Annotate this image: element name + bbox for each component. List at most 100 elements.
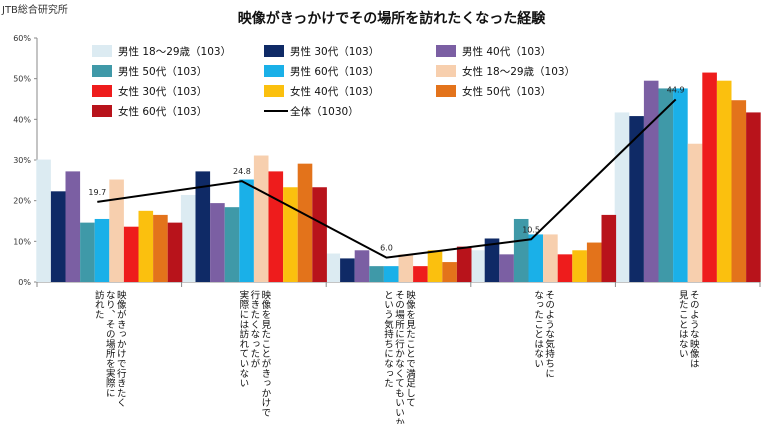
- bar: [413, 266, 428, 282]
- bar: [312, 187, 327, 282]
- legend-swatch: [436, 45, 456, 57]
- category-label: 映像がきっかけで行きたく: [115, 289, 127, 407]
- bar: [268, 171, 284, 282]
- category-label: 映像を見たことがきっかけで: [259, 289, 271, 417]
- legend-swatch: [92, 85, 112, 97]
- bar: [224, 207, 240, 282]
- y-tick-label: 10%: [13, 237, 31, 246]
- y-tick-label: 40%: [13, 115, 31, 124]
- bar: [94, 218, 110, 282]
- legend-label: 男性 60代（103）: [290, 65, 379, 78]
- overall-data-label: 19.7: [88, 188, 106, 197]
- legend-label: 男性 30代（103）: [290, 45, 379, 58]
- bar: [673, 88, 688, 282]
- bar: [340, 258, 355, 282]
- legend-label: 男性 18～29歳（103）: [118, 45, 231, 58]
- source-label: JTB総合研究所: [2, 5, 68, 16]
- bar: [499, 254, 514, 282]
- bar: [513, 218, 529, 282]
- y-tick-label: 60%: [13, 34, 31, 43]
- bar: [456, 246, 472, 282]
- legend-swatch: [264, 45, 284, 57]
- category-label: なり、その場所を実際に: [104, 290, 116, 398]
- y-tick-label: 30%: [13, 156, 31, 165]
- legend-label: 女性 50代（103）: [462, 85, 551, 98]
- legend-swatch: [92, 45, 112, 57]
- chart-title: 映像がきっかけでその場所を訪れたくなった経験: [237, 11, 546, 27]
- bar: [557, 254, 573, 282]
- bar: [153, 214, 168, 282]
- bar: [528, 234, 544, 282]
- bar: [109, 179, 124, 282]
- category-label: 実際には訪れていない: [237, 289, 249, 388]
- bar: [325, 253, 341, 282]
- bar: [702, 72, 717, 282]
- bar: [746, 112, 761, 282]
- bar: [629, 116, 644, 282]
- legend-label: 男性 50代（103）: [118, 65, 207, 78]
- bar: [253, 155, 269, 282]
- bar: [123, 226, 139, 282]
- overall-data-label: 44.9: [667, 85, 685, 94]
- bar: [180, 194, 196, 282]
- bar: [601, 214, 617, 282]
- bar: [65, 171, 81, 282]
- bar: [470, 250, 485, 282]
- bar: [716, 80, 732, 282]
- overall-data-label: 10.5: [522, 225, 540, 234]
- bar: [80, 222, 95, 282]
- bar: [442, 262, 457, 282]
- category-label: そのような気持ちに: [543, 290, 555, 378]
- category-label: 映像を見たことで満足して: [404, 289, 416, 407]
- bar: [167, 222, 183, 282]
- legend-label: 女性 60代（103）: [118, 105, 207, 118]
- legend-swatch: [92, 105, 112, 117]
- category-label: という気持ちになった: [382, 290, 394, 388]
- category-label: 行きたくなったが: [248, 289, 260, 368]
- category-label: 訪れた: [93, 289, 105, 319]
- overall-line: [97, 98, 677, 259]
- bar: [50, 191, 66, 282]
- y-tick-label: 20%: [13, 197, 31, 206]
- bar: [543, 234, 558, 282]
- category-label: なったことはない: [532, 290, 544, 368]
- overall-data-label: 24.8: [233, 167, 251, 176]
- bar: [138, 210, 154, 282]
- legend-swatch: [436, 85, 456, 97]
- legend-swatch: [92, 65, 112, 77]
- legend-swatch: [264, 65, 284, 77]
- legend-label: 女性 30代（103）: [118, 85, 207, 98]
- legend-label: 男性 40代（103）: [462, 45, 551, 58]
- legend-swatch: [264, 85, 284, 97]
- bar: [354, 250, 370, 282]
- y-tick-label: 50%: [13, 75, 31, 84]
- bar: [383, 266, 399, 282]
- bar: [484, 238, 500, 282]
- bar: [239, 179, 254, 282]
- bar: [687, 143, 703, 282]
- bar: [195, 171, 211, 282]
- bar: [643, 80, 659, 282]
- category-label: そのような映像は: [688, 290, 700, 368]
- bar: [36, 159, 51, 282]
- bar: [731, 100, 747, 282]
- legend-label: 女性 18～29歳（103）: [462, 65, 575, 78]
- bar: [658, 88, 674, 282]
- bar: [297, 163, 313, 282]
- y-tick-label: 0%: [18, 278, 31, 287]
- bar: [586, 242, 602, 282]
- legend-label: 全体（1030）: [290, 105, 359, 118]
- bar: [427, 250, 443, 282]
- bar: [614, 112, 630, 282]
- bar: [369, 266, 384, 282]
- bar: [572, 250, 587, 282]
- bar: [210, 203, 225, 282]
- category-label: 見たことはない: [677, 290, 689, 359]
- category-label: その場所に行かなくてもいいか: [393, 290, 405, 424]
- bar: [283, 187, 298, 282]
- legend-swatch: [436, 65, 456, 77]
- bar: [398, 254, 414, 282]
- overall-data-label: 6.0: [380, 244, 393, 253]
- legend-label: 女性 40代（103）: [290, 85, 379, 98]
